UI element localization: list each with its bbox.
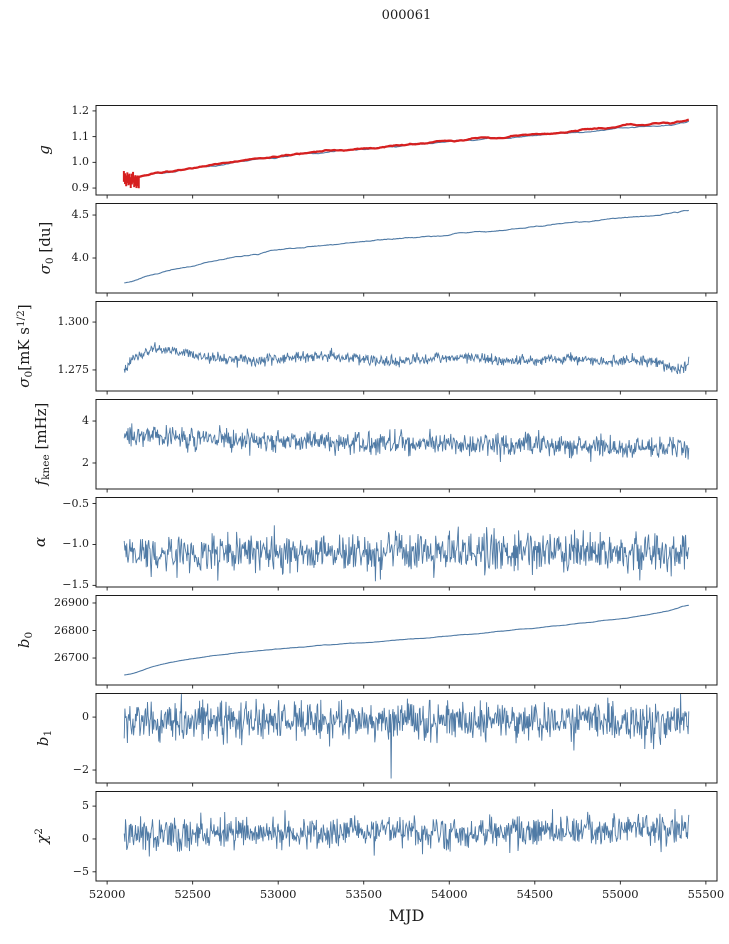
ytick-label: 4.0 bbox=[71, 251, 90, 264]
y-axis-label-segment: knee bbox=[40, 454, 52, 480]
ytick-label: 0 bbox=[82, 831, 89, 845]
axes-frame bbox=[95, 693, 718, 784]
ytick-label: 1.275 bbox=[57, 362, 90, 376]
y-axis-label-segment: σ bbox=[36, 264, 54, 275]
subplot-chi2-plot-area bbox=[92, 791, 718, 885]
ytick-label: 4 bbox=[82, 414, 89, 428]
y-axis-label-segment: b bbox=[15, 638, 33, 649]
x-axis-label: MJD bbox=[388, 906, 425, 925]
series-fknee bbox=[123, 423, 690, 462]
subplot-sigma0-du: 4.0 4.5 σ0 [du] bbox=[0, 203, 729, 299]
subplot-b0: 26700 26800 26900 b0 bbox=[0, 595, 729, 691]
y-axis-label-segment: [mK s bbox=[15, 327, 33, 371]
subplot-b0-plot-area bbox=[92, 595, 718, 689]
ytick-label: 1.2 bbox=[71, 103, 90, 117]
subplot-chi2: −5 0 5 52000 52500 53000 53500 54000 54500 55000 5… bbox=[0, 791, 729, 901]
subplot-fknee-plot-area bbox=[92, 399, 718, 493]
xtick-label: 54000 bbox=[430, 887, 468, 901]
series-chi2 bbox=[123, 809, 690, 857]
y-axis-label-segment: 1 bbox=[42, 729, 54, 737]
ytick-label: −0.5 bbox=[62, 496, 89, 510]
y-axis-label-segment: 1/2 bbox=[15, 310, 27, 328]
axes-frame bbox=[95, 497, 718, 588]
y-axis-label-segment: [mHz] bbox=[32, 402, 50, 455]
y-axis-label-segment: 0 bbox=[23, 370, 35, 378]
subplot-alpha-plot-area bbox=[92, 497, 718, 591]
y-axis-label-segment: χ bbox=[33, 834, 51, 844]
ytick-label: −5 bbox=[72, 864, 89, 878]
subplot-sigma0-mks-plot-area bbox=[92, 301, 718, 395]
axes-frame bbox=[95, 399, 718, 490]
ytick-label: 1.300 bbox=[57, 315, 90, 329]
subplot-g: 0.9 1.0 1.1 1.2 g bbox=[0, 103, 729, 201]
xtick-label: 54500 bbox=[516, 887, 554, 901]
subplot-b1-plot-area bbox=[92, 693, 718, 787]
ytick-label: 2 bbox=[82, 455, 89, 469]
xtick-label: 55000 bbox=[602, 887, 639, 901]
ytick-label: 5 bbox=[82, 799, 89, 813]
subplot-sigma0-du-plot-area bbox=[92, 203, 718, 297]
y-axis-label-segment: b bbox=[34, 736, 52, 747]
xtick-label: 52500 bbox=[174, 887, 211, 901]
ytick-label: −2 bbox=[72, 763, 89, 777]
y-axis-label-alpha: α bbox=[31, 537, 49, 547]
y-axis-label-sigma0-mks: σ0[mK s1/2] bbox=[15, 304, 35, 387]
y-axis-label-segment: g bbox=[35, 145, 53, 155]
subplot-fknee: 2 4 fknee [mHz] bbox=[0, 399, 729, 495]
axes-frame bbox=[95, 105, 718, 196]
y-axis-label-segment: α bbox=[31, 536, 49, 548]
ytick-label: −1.5 bbox=[62, 578, 89, 592]
y-axis-label-segment: 2 bbox=[33, 828, 45, 835]
ytick-label: 4.5 bbox=[71, 208, 90, 222]
errorbar-cluster bbox=[122, 171, 140, 189]
y-axis-label-b0: b0 bbox=[15, 632, 35, 648]
chart-title: 000061 bbox=[381, 8, 432, 23]
series-b1 bbox=[123, 693, 690, 779]
axes-frame bbox=[95, 301, 718, 392]
ytick-label: 26900 bbox=[54, 595, 89, 609]
series-gain-reference bbox=[124, 120, 690, 182]
y-axis-label-segment: [du] bbox=[36, 221, 54, 258]
y-axis-label-b1: b1 bbox=[34, 730, 54, 746]
y-axis-label-fknee: fknee [mHz] bbox=[32, 403, 52, 486]
subplot-alpha: −1.5 −1.0 −0.5 α bbox=[0, 497, 729, 593]
y-axis-label-segment: f bbox=[32, 479, 50, 486]
xtick-label: 53500 bbox=[345, 887, 383, 901]
xtick-label: 52000 bbox=[88, 887, 126, 901]
series-b0 bbox=[124, 604, 689, 676]
series-sigma0-mks bbox=[123, 342, 690, 375]
y-axis-label-segment: σ bbox=[15, 377, 33, 388]
ytick-label: 1.1 bbox=[71, 129, 90, 143]
y-axis-label-chi2: χ2 bbox=[33, 828, 51, 844]
y-axis-label-segment: 0 bbox=[23, 631, 35, 639]
y-axis-label-g: g bbox=[35, 145, 53, 155]
y-axis-label-segment: 0 bbox=[44, 257, 56, 265]
ytick-label: 1.0 bbox=[71, 155, 90, 169]
ytick-label: 0.9 bbox=[71, 181, 90, 195]
subplot-sigma0-mks: 1.275 1.300 σ0[mK s1/2] bbox=[0, 301, 729, 397]
axes-frame bbox=[95, 203, 718, 294]
xtick-label: 53000 bbox=[259, 887, 297, 901]
subplot-b1: −2 0 b1 bbox=[0, 693, 729, 789]
ytick-label: 26700 bbox=[54, 651, 89, 665]
ytick-label: −1.0 bbox=[62, 537, 89, 551]
y-axis-label-sigma0-du: σ0 [du] bbox=[36, 222, 56, 275]
xtick-label: 55500 bbox=[687, 887, 725, 901]
axes-frame bbox=[95, 791, 718, 882]
y-axis-label-segment: ] bbox=[15, 304, 33, 311]
subplot-g-plot-area bbox=[92, 105, 718, 199]
series-gain bbox=[124, 118, 689, 181]
series-sigma0-du bbox=[124, 209, 689, 284]
axes-frame bbox=[95, 595, 718, 686]
series-alpha bbox=[123, 525, 690, 582]
ytick-label: 26800 bbox=[54, 623, 89, 637]
ytick-label: 0 bbox=[82, 710, 89, 724]
